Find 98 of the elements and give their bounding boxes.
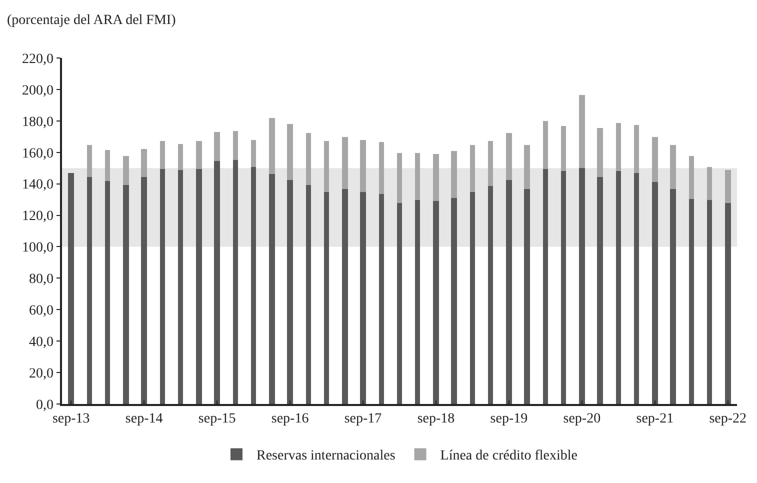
bar: [269, 118, 275, 174]
y-tick-label: 180,0: [22, 114, 54, 130]
bar: [543, 121, 548, 169]
bar: [561, 171, 566, 404]
bar: [689, 156, 694, 199]
bar: [233, 131, 238, 160]
y-tick-label: 0,0: [36, 398, 54, 413]
bar: [433, 201, 439, 404]
bar: [670, 189, 676, 404]
bar: [725, 203, 731, 404]
x-tick-label: sep-14: [125, 412, 163, 427]
bar: [597, 128, 603, 177]
bar: [251, 140, 256, 167]
bar: [105, 181, 110, 404]
bar: [141, 177, 147, 404]
bar: [543, 169, 548, 404]
bar: [251, 167, 256, 404]
x-tick-label: sep-18: [417, 412, 455, 427]
bar: [269, 174, 275, 404]
bar: [470, 192, 475, 404]
bar: [707, 167, 712, 200]
bar: [160, 169, 165, 404]
bar: [616, 123, 621, 171]
y-tick-label: 120,0: [22, 209, 54, 224]
bar: [214, 161, 220, 404]
bar: [379, 194, 384, 404]
bar: [597, 177, 603, 404]
bar: [488, 186, 493, 404]
bar: [470, 145, 475, 192]
bar: [725, 170, 731, 203]
x-tick-label: sep-15: [198, 412, 236, 427]
x-tick-label: sep-19: [490, 412, 528, 427]
bar: [160, 141, 165, 169]
bar: [123, 156, 129, 185]
y-tick-label: 160,0: [22, 146, 54, 162]
bar: [670, 145, 676, 189]
bar: [397, 153, 402, 203]
bar: [306, 133, 311, 185]
y-tick-label: 200,0: [22, 83, 54, 98]
bar: [652, 137, 658, 182]
bar: [342, 189, 348, 404]
bar: [87, 177, 92, 404]
bar: [105, 150, 110, 181]
bar: [616, 171, 621, 404]
bar: [451, 198, 457, 404]
bar: [287, 180, 293, 404]
y-tick-label: 80,0: [28, 272, 54, 288]
bar: [689, 199, 694, 404]
bar: [360, 192, 366, 404]
bar: [123, 185, 129, 404]
bar: [634, 173, 639, 404]
y-tick-label: 220,0: [22, 52, 54, 67]
bar: [360, 140, 366, 192]
bar: [433, 154, 439, 201]
bar: [324, 141, 329, 192]
bar: [196, 169, 202, 404]
bar: [506, 133, 512, 180]
y-axis-title: (porcentaje del ARA del FMI): [7, 13, 176, 28]
bar: [415, 153, 420, 200]
x-tick-label: sep-21: [636, 412, 674, 427]
x-tick-label: sep-17: [344, 412, 382, 427]
bar: [287, 124, 293, 180]
bar: [579, 168, 585, 404]
y-tick-label: 100,0: [22, 240, 54, 256]
legend-label: Reservas internacionales: [256, 448, 396, 464]
y-tick-label: 40,0: [28, 334, 54, 350]
bar: [68, 173, 74, 404]
bar: [141, 149, 147, 177]
x-tick-label: sep-22: [709, 412, 747, 427]
bar: [397, 203, 402, 404]
bar: [342, 137, 348, 189]
x-tick-label: sep-20: [563, 412, 601, 427]
x-tick-label: sep-13: [52, 412, 90, 427]
bar: [488, 141, 493, 186]
bar: [451, 151, 457, 198]
bar: [87, 145, 92, 177]
bar: [561, 126, 566, 171]
bar: [524, 145, 530, 189]
bar: [415, 200, 420, 404]
bar: [196, 141, 202, 169]
bar: [233, 160, 238, 404]
y-tick-label: 60,0: [28, 304, 54, 319]
bar: [178, 144, 183, 170]
bar: [524, 189, 530, 404]
bar: [652, 182, 658, 404]
bar: [579, 95, 585, 168]
bar: [178, 170, 183, 404]
y-tick-label: 20,0: [28, 366, 54, 382]
bar: [324, 192, 329, 404]
bar: [214, 132, 220, 161]
y-tick-label: 140,0: [22, 178, 54, 193]
bar: [379, 142, 384, 194]
x-tick-label: sep-16: [271, 412, 309, 427]
bar: [634, 125, 639, 173]
legend-label: Línea de crédito flexible: [440, 448, 578, 464]
bar: [506, 180, 512, 404]
bar: [707, 200, 712, 404]
bar: [306, 185, 311, 404]
